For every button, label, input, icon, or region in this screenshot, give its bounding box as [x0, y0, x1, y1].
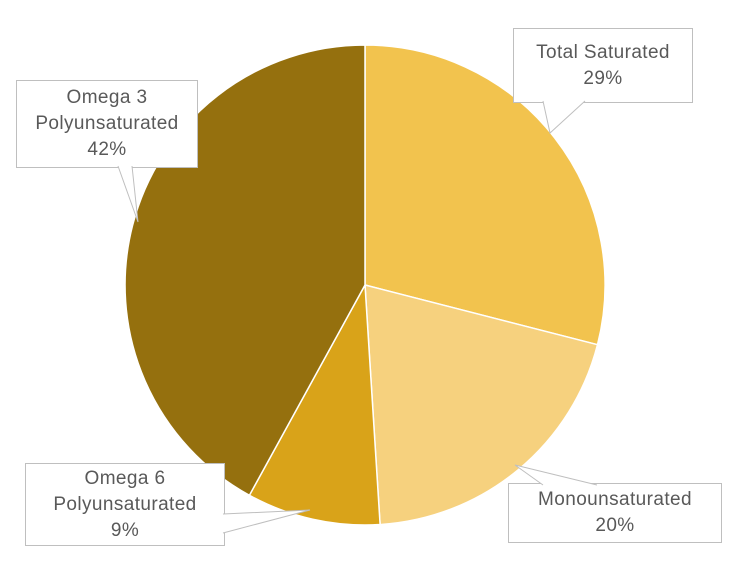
callout-omega6-polyunsaturated[interactable]: Omega 6 Polyunsaturated 9% — [25, 463, 225, 546]
callout-omega3-value: 42% — [87, 139, 127, 160]
pie-slice-total-saturated[interactable] — [364, 44, 606, 346]
callout-omega6-value: 9% — [110, 519, 140, 541]
callout-monounsaturated[interactable]: Monounsaturated 20% — [508, 483, 722, 543]
callout-omega6-label-line2: Polyunsaturated — [53, 493, 197, 515]
pie-slice-omega-6-polyunsaturated[interactable] — [248, 284, 381, 526]
callout-total-saturated-value: 29% — [583, 67, 623, 89]
callout-total-saturated[interactable]: Total Saturated 29% — [513, 28, 693, 103]
callout-omega3-label-line2: Polyunsaturated — [35, 113, 179, 134]
callout-monounsaturated-label: Monounsaturated — [538, 489, 692, 510]
callout-omega6-label-line1: Omega 6 — [84, 467, 166, 489]
callout-omega3-label-line1: Omega 3 — [66, 87, 148, 108]
callout-monounsaturated-value: 20% — [595, 515, 635, 536]
callout-total-saturated-label: Total Saturated — [536, 41, 670, 63]
callout-omega3-polyunsaturated[interactable]: Omega 3 Polyunsaturated 42% — [16, 80, 198, 168]
